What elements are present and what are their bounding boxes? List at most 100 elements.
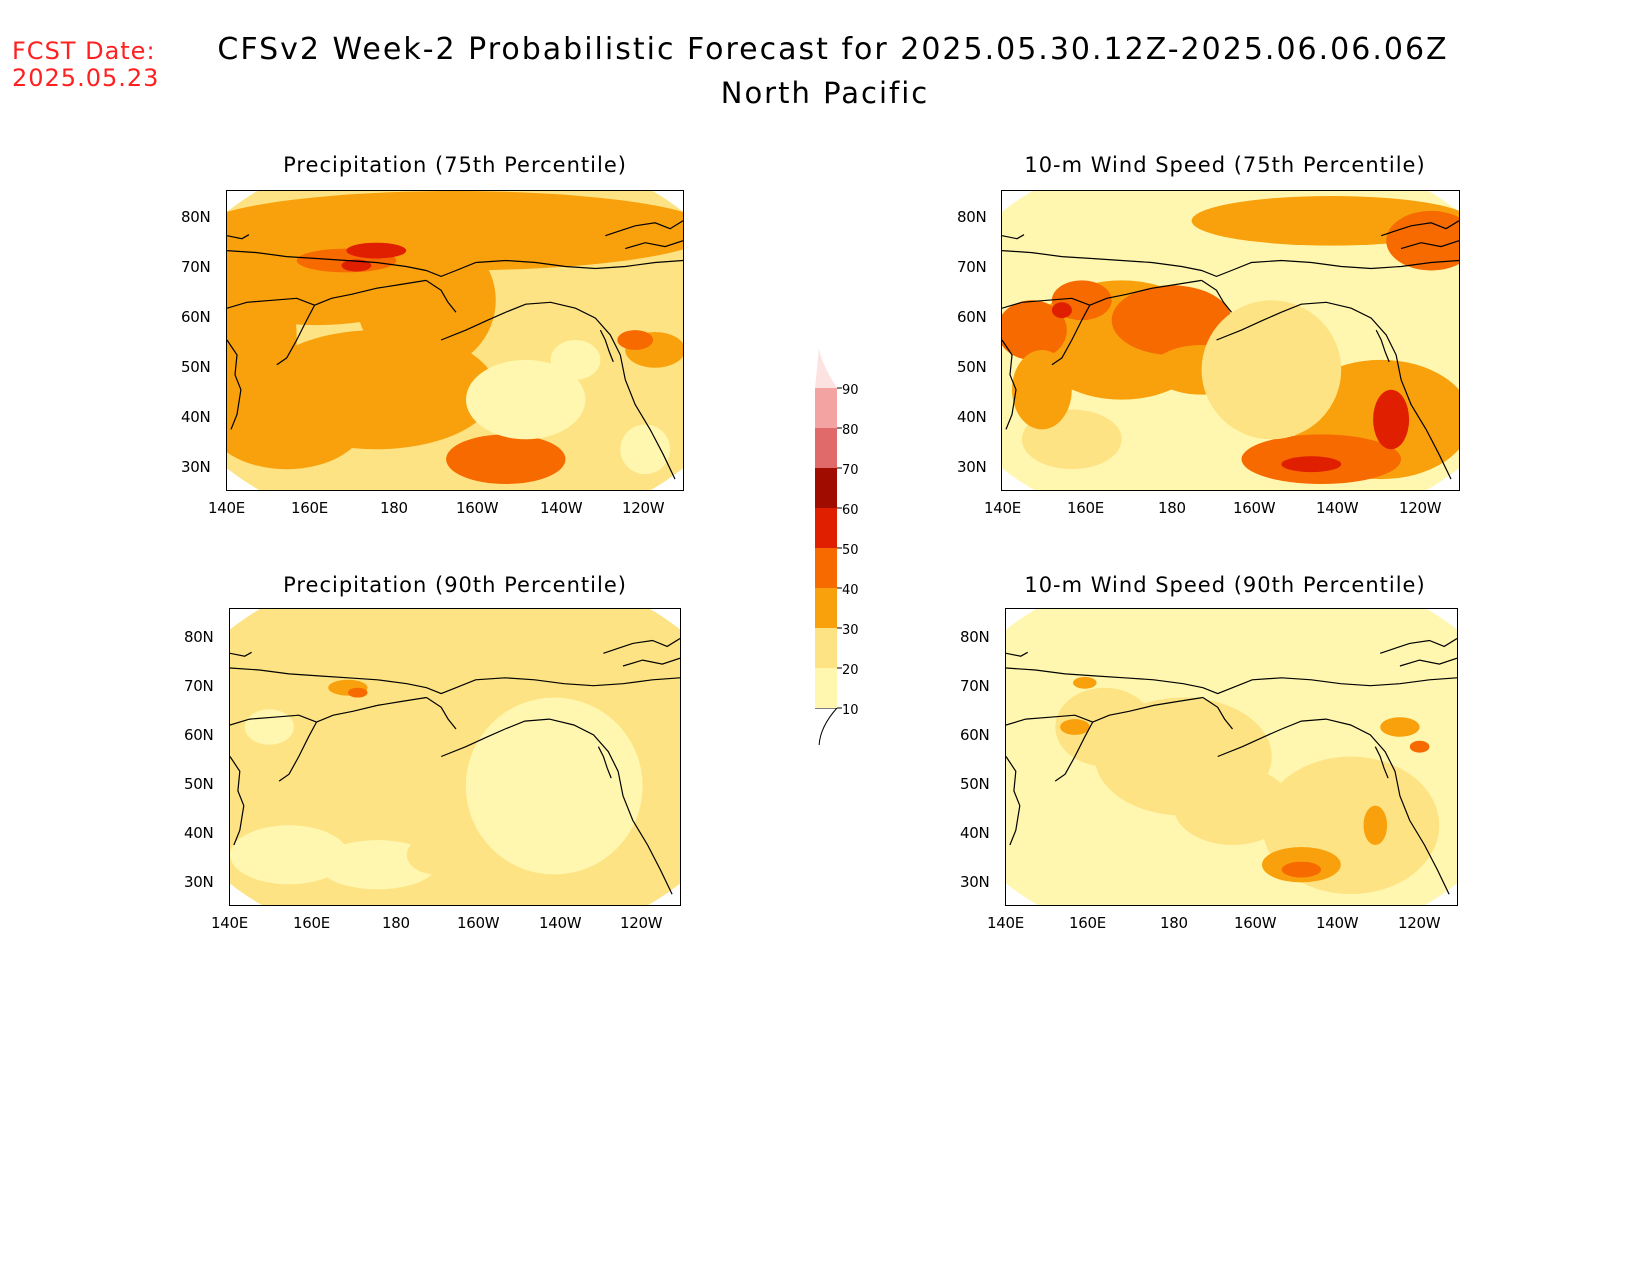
probability-area [244,709,294,745]
lat-tick: 70N [181,258,211,276]
colorbar-graphic [815,348,842,749]
lon-tick: 160E [293,914,330,932]
lon-tick: 140E [208,499,245,517]
forecast-date-label: FCST Date: [12,37,156,65]
coastline [227,220,683,480]
lon-tick: 160W [457,914,500,932]
probability-area [1409,740,1430,753]
lat-tick: 60N [184,726,214,744]
colorbar-label: 70 [842,463,859,478]
probability-area [1201,300,1342,440]
colorbar-upper-extend [815,348,837,388]
lat-tick: 60N [181,308,211,326]
map-panel-wind90 [1005,608,1458,906]
probability-area [1111,285,1232,355]
colorbar-swatch [815,548,837,588]
lon-tick: 140E [211,914,248,932]
lon-tick: 120W [1399,499,1442,517]
lat-tick: 50N [184,775,214,793]
probability-area [406,835,466,875]
probability-area [550,340,601,380]
lat-tick: 70N [957,258,987,276]
map-panel-precip90 [229,608,681,906]
forecast-date: FCST Date: 2025.05.23 [12,38,159,92]
colorbar-lower-extend [815,707,839,749]
lat-tick: 40N [960,824,990,842]
lat-tick: 30N [184,873,214,891]
probability-area [346,242,407,259]
wind75-graphic [1002,191,1459,490]
colorbar-label: 90 [842,383,859,398]
lon-tick: 180 [1158,499,1186,517]
figure-subtitle: North Pacific [720,76,930,110]
lon-tick: 160E [291,499,328,517]
lon-tick: 180 [382,914,410,932]
lon-tick: 140E [987,914,1024,932]
probability-area [1386,210,1459,271]
colorbar-label: 80 [842,423,859,438]
probability-area [1012,350,1072,430]
colorbar-label: 40 [842,583,859,598]
lon-tick: 180 [380,499,408,517]
map-panel-precip75 [226,190,684,491]
lat-tick: 60N [957,308,987,326]
lon-tick: 140W [1316,499,1359,517]
figure-title: CFSv2 Week-2 Probabilistic Forecast for … [217,32,1449,67]
colorbar: 10 20 30 40 50 60 70 80 90 [810,335,890,749]
probability-area [318,840,437,890]
lon-tick: 160W [1233,499,1276,517]
lon-tick: 140W [539,914,582,932]
map-panel-wind75 [1001,190,1460,491]
coastline [1002,220,1459,480]
colorbar-label: 20 [842,663,859,678]
colorbar-swatch [815,588,837,628]
lon-tick: 140W [540,499,583,517]
probability-area [230,825,348,885]
lat-tick: 30N [181,458,211,476]
lon-tick: 120W [620,914,663,932]
lon-tick: 160E [1067,499,1104,517]
probability-area [1051,302,1072,319]
lon-tick: 140E [984,499,1021,517]
colorbar-swatch [815,428,837,468]
lat-tick: 30N [960,873,990,891]
lon-tick: 160W [456,499,499,517]
lat-tick: 30N [957,458,987,476]
probability-area [1173,766,1292,845]
colorbar-swatch [815,628,837,668]
panel-title-wind90: 10-m Wind Speed (90th Percentile) [1024,573,1426,597]
lat-tick: 80N [184,628,214,646]
colorbar-label: 50 [842,543,859,558]
probability-area [347,687,368,698]
probability-area [1373,389,1410,450]
lat-tick: 80N [960,628,990,646]
probability-area [465,697,643,875]
coastline [1006,637,1457,895]
probability-area [341,259,372,272]
lat-tick: 60N [960,726,990,744]
colorbar-swatch [815,668,837,708]
lon-tick: 180 [1160,914,1188,932]
lat-tick: 50N [957,358,987,376]
lon-tick: 140W [1316,914,1359,932]
panel-title-precip75: Precipitation (75th Percentile) [283,153,627,177]
wind90-graphic [1006,609,1457,905]
forecast-date-value: 2025.05.23 [12,64,160,92]
panel-title-wind75: 10-m Wind Speed (75th Percentile) [1024,153,1426,177]
colorbar-label: 60 [842,503,859,518]
colorbar-label: 10 [842,703,859,718]
probability-area [227,250,297,430]
colorbar-label: 30 [842,623,859,638]
lat-tick: 70N [960,677,990,695]
panel-title-precip90: Precipitation (90th Percentile) [283,573,627,597]
colorbar-swatch [815,468,837,508]
colorbar-swatch [815,508,837,548]
colorbar-swatch [815,388,837,428]
lon-tick: 160E [1069,914,1106,932]
probability-area [1363,805,1388,845]
probability-area [617,330,654,350]
probability-area [356,191,556,231]
probability-area [1281,456,1342,473]
lat-tick: 70N [184,677,214,695]
lat-tick: 40N [181,408,211,426]
